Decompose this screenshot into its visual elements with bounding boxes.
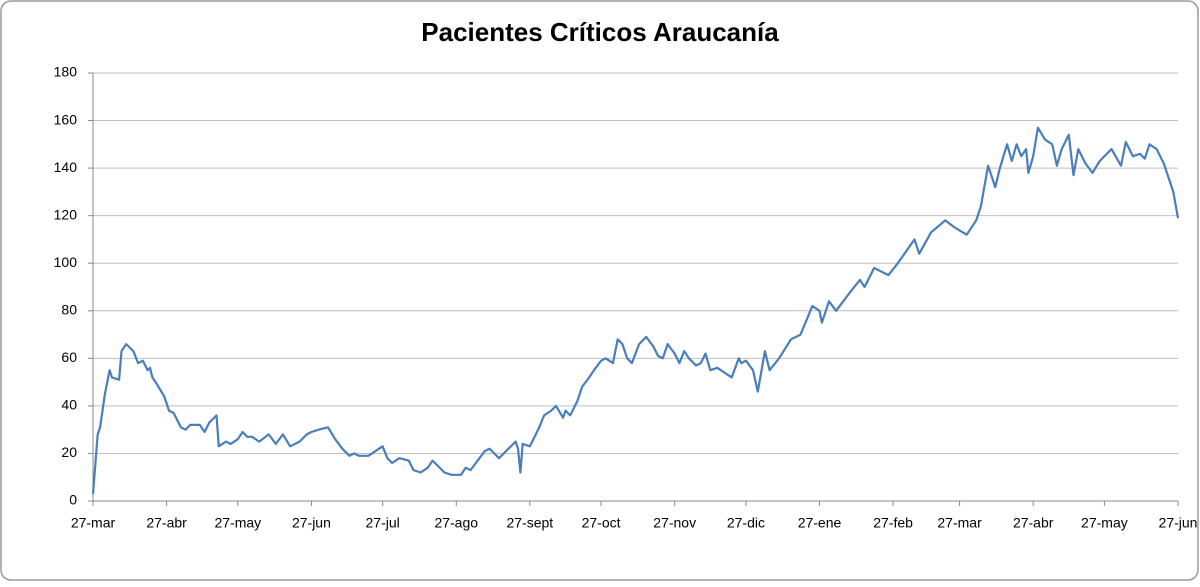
x-tick-label: 27-jun bbox=[292, 515, 331, 531]
y-tick-label: 20 bbox=[61, 444, 77, 460]
chart-title: Pacientes Críticos Araucanía bbox=[421, 17, 779, 47]
y-tick-label: 100 bbox=[54, 254, 78, 270]
y-tick-label: 60 bbox=[61, 349, 77, 365]
x-tick-label: 27-may bbox=[1081, 515, 1128, 531]
x-tick-label: 27-abr bbox=[1013, 515, 1054, 531]
y-tick-label: 140 bbox=[54, 159, 78, 175]
y-tick-label: 180 bbox=[54, 64, 78, 80]
data-line bbox=[91, 126, 1180, 494]
x-tick-label: 27-jul bbox=[366, 515, 400, 531]
y-tick-label: 120 bbox=[54, 206, 78, 222]
x-tick-label: 27-may bbox=[214, 515, 261, 531]
x-tick-label: 27-nov bbox=[653, 515, 696, 531]
y-tick-label: 80 bbox=[61, 301, 77, 317]
x-tick-label: 27-feb bbox=[873, 515, 913, 531]
x-tick-label: 27-dic bbox=[727, 515, 765, 531]
x-tick-label: 27-oct bbox=[582, 515, 621, 531]
x-tick-label: 27-abr bbox=[146, 515, 187, 531]
x-tick-label: 27-mar bbox=[71, 515, 116, 531]
y-tick-label: 0 bbox=[69, 492, 77, 508]
y-tick-label: 160 bbox=[54, 111, 78, 127]
x-tick-label: 27-ago bbox=[434, 515, 478, 531]
x-tick-label: 27-mar bbox=[937, 515, 982, 531]
x-tick-label: 27-ene bbox=[798, 515, 842, 531]
x-tick-label: 27-sept bbox=[506, 515, 553, 531]
y-tick-label: 40 bbox=[61, 397, 77, 413]
x-tick-label: 27-jun bbox=[1159, 515, 1198, 531]
